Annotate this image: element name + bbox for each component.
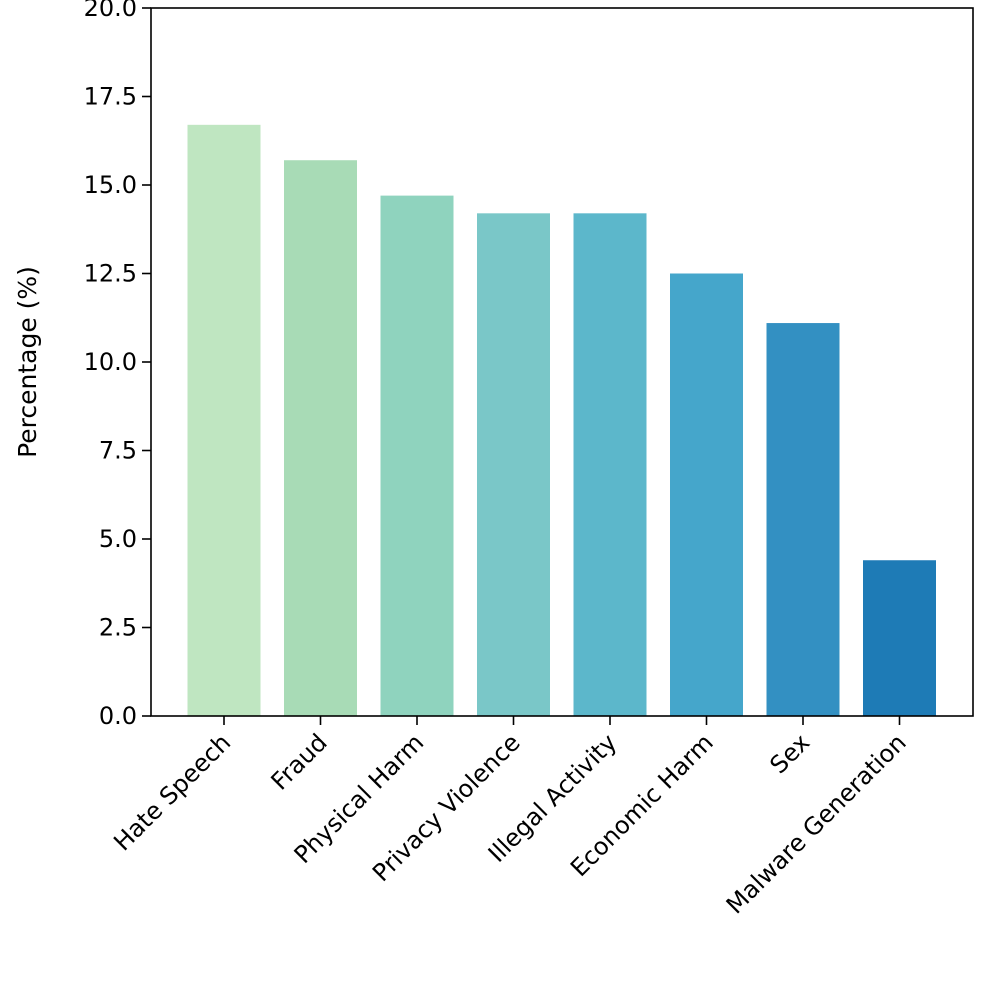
- bar-7: [863, 560, 936, 716]
- y-axis-label: Percentage (%): [13, 266, 42, 458]
- x-tick-label: Malware Generation: [721, 728, 912, 919]
- y-tick-label: 17.5: [84, 83, 137, 111]
- x-tick-label: Hate Speech: [108, 728, 236, 856]
- y-tick-label: 20.0: [84, 0, 137, 22]
- y-tick-label: 5.0: [99, 525, 137, 553]
- bar-3: [477, 213, 550, 716]
- plot-frame: [150, 7, 974, 717]
- x-tick-label: Sex: [764, 728, 815, 779]
- bars: [187, 124, 936, 717]
- y-tick-label: 0.0: [99, 702, 137, 730]
- bar-6: [766, 323, 840, 716]
- bar-2: [380, 195, 454, 716]
- bar-5: [670, 273, 743, 716]
- y-tick-label: 7.5: [99, 437, 137, 465]
- y-axis-ticks: 0.0 2.5 5.0 7.5 10.0 12.5 15.0 17.5 20.0: [84, 0, 151, 730]
- y-tick-label: 2.5: [99, 614, 137, 642]
- y-tick-label: 10.0: [84, 348, 137, 376]
- y-tick-label: 15.0: [84, 171, 137, 199]
- y-tick-label: 12.5: [84, 260, 137, 288]
- bar-0: [187, 124, 261, 716]
- bar-1: [284, 160, 357, 717]
- bar-4: [573, 213, 647, 716]
- x-tick-label: Fraud: [266, 728, 333, 795]
